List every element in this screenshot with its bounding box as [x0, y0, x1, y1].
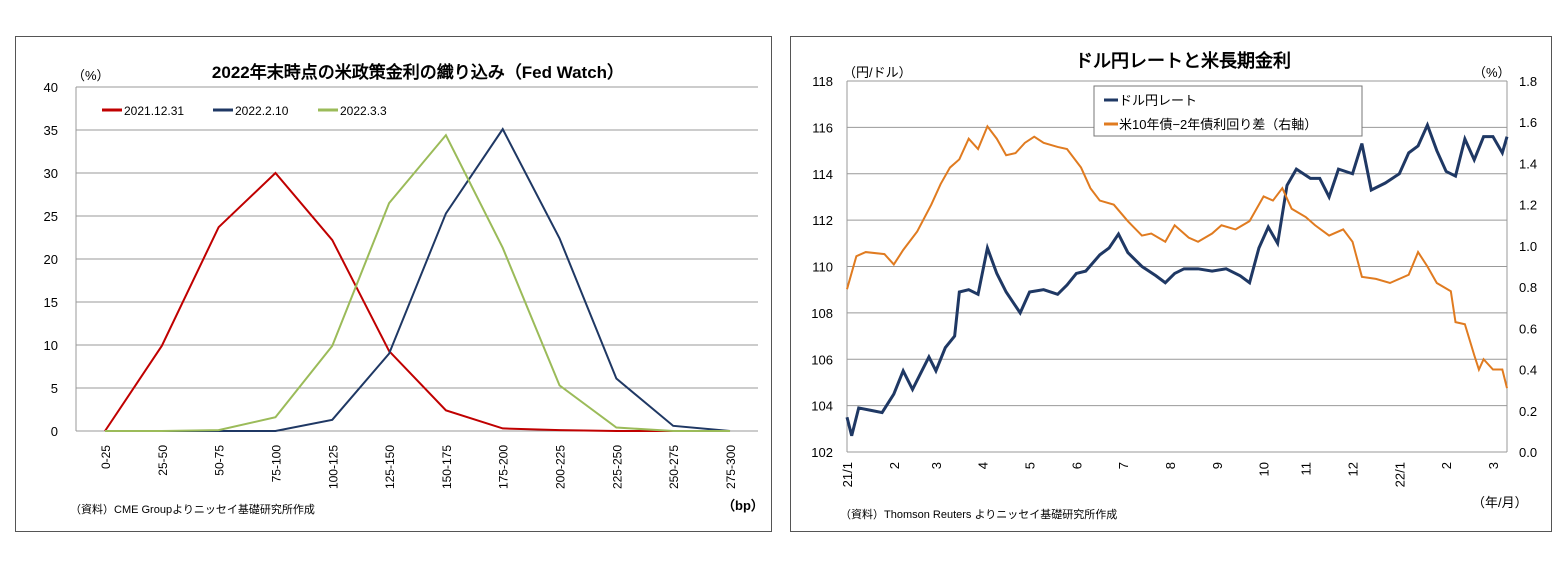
series-line-0	[845, 121, 1509, 437]
x-tick-label: 75-100	[269, 445, 283, 483]
x-tick-label: 0-25	[99, 445, 113, 469]
y-tick-label: 110	[812, 260, 833, 275]
x-tick-label: 100-125	[326, 445, 340, 489]
y-axis-unit: （円/ドル）	[843, 65, 912, 80]
series-line-0	[104, 171, 730, 432]
x-tick-label: 6	[1069, 462, 1084, 469]
y-tick-label: 108	[811, 306, 833, 321]
y2-tick-label: 0.6	[1519, 321, 1537, 336]
y2-tick-label: 1.4	[1519, 156, 1537, 171]
x-tick-label: 5	[1023, 462, 1038, 469]
y-tick-label: 106	[811, 352, 833, 367]
legend-label: ドル円レート	[1119, 93, 1197, 108]
y2-tick-label: 0.8	[1519, 280, 1537, 295]
legend-label: 米10年債−2年債利回り差（右軸）	[1119, 117, 1317, 132]
x-axis-unit: （年/月）	[1472, 495, 1528, 510]
legend-label: 2021.12.31	[124, 104, 184, 118]
x-tick-label: 8	[1163, 462, 1178, 469]
y-tick-label: 116	[812, 120, 833, 135]
y2-axis-unit: （%）	[1473, 65, 1511, 80]
chart-title: ドル円レートと米長期金利	[1075, 50, 1291, 71]
y2-tick-label: 0.0	[1519, 445, 1537, 460]
series-line-2	[105, 133, 730, 432]
x-tick-label: 275-300	[724, 445, 738, 489]
x-tick-label: 50-75	[213, 445, 227, 476]
y-tick-label: 30	[44, 166, 58, 181]
x-tick-label: 3	[929, 462, 944, 469]
y-tick-label: 104	[811, 399, 833, 414]
x-tick-label: 25-50	[156, 445, 170, 476]
y-axis-unit: （%）	[72, 68, 110, 83]
x-tick-label: 21/1	[840, 462, 855, 487]
x-tick-label: 150-175	[440, 445, 454, 489]
x-tick-label: 175-200	[497, 445, 511, 489]
y2-tick-label: 1.2	[1519, 198, 1537, 213]
y-tick-label: 0	[51, 424, 58, 439]
y-tick-label: 40	[44, 80, 58, 95]
right-panel-border	[790, 36, 1552, 532]
y2-tick-label: 0.4	[1519, 363, 1537, 378]
source-note: （資料）CME Groupよりニッセイ基礎研究所作成	[70, 502, 315, 516]
y2-tick-label: 1.0	[1519, 239, 1537, 254]
x-tick-label: 3	[1486, 462, 1501, 469]
y-tick-label: 10	[44, 338, 58, 353]
y2-tick-label: 1.8	[1519, 74, 1537, 89]
x-tick-label: 10	[1257, 462, 1272, 476]
left-panel-border	[15, 36, 772, 532]
x-tick-label: 9	[1210, 462, 1225, 469]
x-axis-unit: （bp）	[722, 498, 764, 513]
y-tick-label: 112	[812, 213, 833, 228]
y-tick-label: 5	[51, 381, 58, 396]
legend-label: 2022.3.3	[340, 104, 387, 118]
y-tick-label: 102	[811, 445, 833, 460]
x-tick-label: 11	[1299, 462, 1314, 476]
y2-tick-label: 1.6	[1519, 115, 1537, 130]
source-note: （資料）Thomson Reuters よりニッセイ基礎研究所作成	[840, 507, 1117, 521]
x-tick-label: 200-225	[554, 445, 568, 489]
x-tick-label: 2	[887, 462, 902, 469]
x-tick-label: 2	[1439, 462, 1454, 469]
y2-tick-label: 0.2	[1519, 404, 1537, 419]
y-tick-label: 25	[44, 209, 58, 224]
series-line-1	[846, 124, 1508, 389]
x-tick-label: 225-250	[610, 445, 624, 489]
x-tick-label: 12	[1346, 462, 1361, 476]
y-tick-label: 35	[44, 123, 58, 138]
y-tick-label: 20	[44, 252, 58, 267]
x-tick-label: 4	[976, 462, 991, 469]
chart-title: 2022年末時点の米政策金利の織り込み（Fed Watch）	[212, 62, 624, 82]
y-tick-label: 15	[44, 295, 58, 310]
y-tick-label: 118	[812, 74, 833, 89]
legend-label: 2022.2.10	[235, 104, 289, 118]
legend-box	[1093, 85, 1363, 137]
y-tick-label: 114	[812, 167, 833, 182]
x-tick-label: 250-275	[667, 445, 681, 489]
series-line-1	[105, 127, 731, 432]
x-tick-label: 7	[1116, 462, 1131, 469]
x-tick-label: 125-150	[383, 445, 397, 489]
x-tick-label: 22/1	[1392, 462, 1407, 487]
